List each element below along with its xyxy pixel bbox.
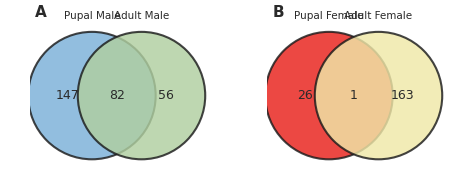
Text: B: B [272,5,284,20]
Text: A: A [35,5,47,20]
Text: Adult Male: Adult Male [114,11,169,21]
Text: 82: 82 [109,89,125,102]
Circle shape [28,32,155,159]
Text: 1: 1 [350,89,358,102]
Circle shape [265,32,392,159]
Text: Pupal Male: Pupal Male [64,11,120,21]
Text: 56: 56 [158,89,173,102]
Circle shape [78,32,205,159]
Circle shape [315,32,442,159]
Text: Adult Female: Adult Female [345,11,412,21]
Text: Pupal Female: Pupal Female [294,11,364,21]
Text: 147: 147 [56,89,80,102]
Text: 163: 163 [391,89,415,102]
Text: 26: 26 [297,89,313,102]
